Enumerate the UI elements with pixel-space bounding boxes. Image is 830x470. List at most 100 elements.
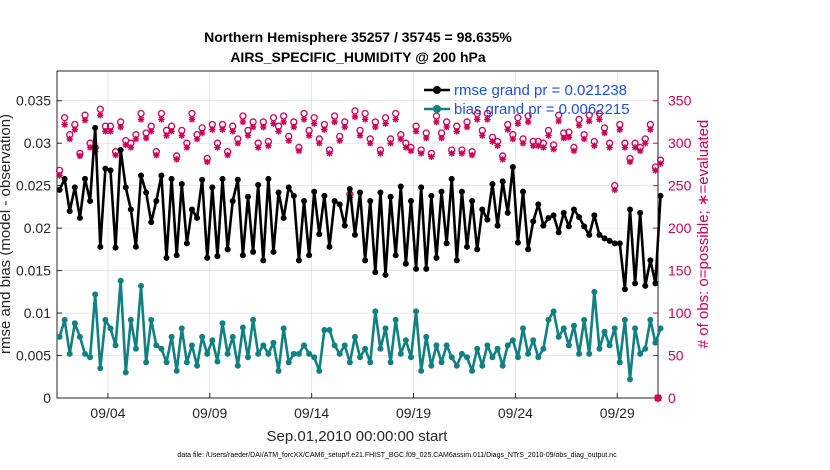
bias-point <box>514 354 521 361</box>
rmse-point <box>316 231 323 238</box>
bias-point <box>382 325 389 332</box>
rmse-point <box>555 229 562 236</box>
obs-evaluated-point <box>499 156 506 163</box>
bias-point <box>132 345 139 352</box>
rmse-point <box>392 252 399 259</box>
obs-evaluated-point <box>596 116 603 123</box>
bias-point <box>458 350 465 357</box>
y-tick-label: 0.035 <box>16 93 51 109</box>
y-tick-label: 0.02 <box>24 220 51 236</box>
bias-point <box>362 345 369 352</box>
rmse-point <box>611 240 618 247</box>
rmse-point <box>321 192 328 199</box>
rmse-point <box>117 146 124 153</box>
bias-point <box>280 325 287 332</box>
rmse-point <box>331 197 338 204</box>
y-right-tick-label: 0 <box>668 390 676 406</box>
bias-point <box>413 308 420 315</box>
obs-evaluated-point <box>407 147 415 155</box>
rmse-point <box>143 189 150 196</box>
rmse-point <box>458 188 465 195</box>
obs-evaluated-point <box>535 142 542 149</box>
bias-point <box>239 324 246 331</box>
rmse-point <box>464 243 471 250</box>
obs-evaluated-point <box>575 122 583 129</box>
bias-point <box>270 339 277 346</box>
rmse-point <box>499 178 506 185</box>
bias-point <box>555 333 562 340</box>
obs-evaluated-point <box>631 144 639 151</box>
bias-point <box>326 327 333 334</box>
rmse-point <box>168 175 175 182</box>
bias-point <box>219 320 226 327</box>
bias-point <box>204 350 211 357</box>
bias-point <box>260 342 267 349</box>
obs-evaluated-point <box>97 111 104 119</box>
bias-point <box>158 345 165 352</box>
obs-evaluated-point <box>423 134 430 142</box>
obs-evaluated-point <box>260 123 267 131</box>
legend-label: bias grand pr = 0.0062215 <box>454 101 630 118</box>
obs-evaluated-point <box>438 134 445 142</box>
legend-marker <box>433 105 441 113</box>
rmse-point <box>188 206 195 213</box>
bias-point <box>652 339 659 346</box>
bias-point <box>423 333 430 340</box>
rmse-point <box>632 280 639 287</box>
bias-point <box>336 350 343 357</box>
bias-point <box>611 325 618 332</box>
bias-point <box>392 316 399 323</box>
rmse-point <box>153 197 160 204</box>
bias-point <box>433 342 440 349</box>
bias-point <box>438 359 445 366</box>
obs-evaluated-point <box>265 142 272 149</box>
obs-evaluated-point <box>514 120 522 127</box>
bias-point <box>209 337 216 344</box>
rmse-point <box>71 184 78 191</box>
bias-point <box>469 367 476 374</box>
rmse-point <box>107 167 114 174</box>
x-tick-label: 09/14 <box>294 405 329 421</box>
obs-evaluated-point <box>229 128 236 135</box>
bias-point <box>250 316 257 323</box>
rmse-point <box>265 175 272 182</box>
obs-evaluated-point <box>168 128 175 135</box>
rmse-point <box>581 223 588 230</box>
legend-label: rmse grand pr = 0.021238 <box>454 82 627 99</box>
obs-evaluated-point <box>626 158 634 166</box>
bias-point <box>102 316 109 323</box>
obs-evaluated-point <box>305 132 313 139</box>
y-right-tick-label: 50 <box>668 348 684 364</box>
bias-point <box>606 342 613 349</box>
obs-evaluated-point <box>397 135 404 143</box>
obs-evaluated-point <box>555 117 562 125</box>
line-series <box>56 124 664 383</box>
bias-point <box>341 342 348 349</box>
bias-point <box>596 345 603 352</box>
rmse-point <box>428 192 435 199</box>
bias-point <box>657 325 664 332</box>
y-right-tick-label: 350 <box>668 93 692 109</box>
obs-evaluated-point <box>570 147 578 155</box>
obs-evaluated-point <box>448 150 455 157</box>
y-right-tick-label: 250 <box>668 178 692 194</box>
rmse-point <box>509 163 516 170</box>
rmse-point <box>82 175 89 182</box>
rmse-point <box>341 222 348 229</box>
bias-point <box>183 359 190 366</box>
bias-point <box>234 362 241 369</box>
bias-point <box>504 342 511 349</box>
obs-evaluated-point <box>198 129 206 137</box>
rmse-point <box>306 252 313 259</box>
obs-evaluated-point <box>356 132 364 139</box>
rmse-point <box>362 257 369 264</box>
obs-evaluated-point <box>636 147 644 155</box>
obs-evaluated-point <box>209 126 216 133</box>
obs-evaluated-point <box>351 113 359 121</box>
y-right-tick-label: 300 <box>668 135 692 151</box>
obs-evaluated-point <box>224 151 231 159</box>
bias-point <box>448 354 455 361</box>
obs-evaluated-point <box>382 120 389 127</box>
obs-evaluated-point <box>367 139 374 147</box>
obs-evaluated-point <box>560 134 567 142</box>
